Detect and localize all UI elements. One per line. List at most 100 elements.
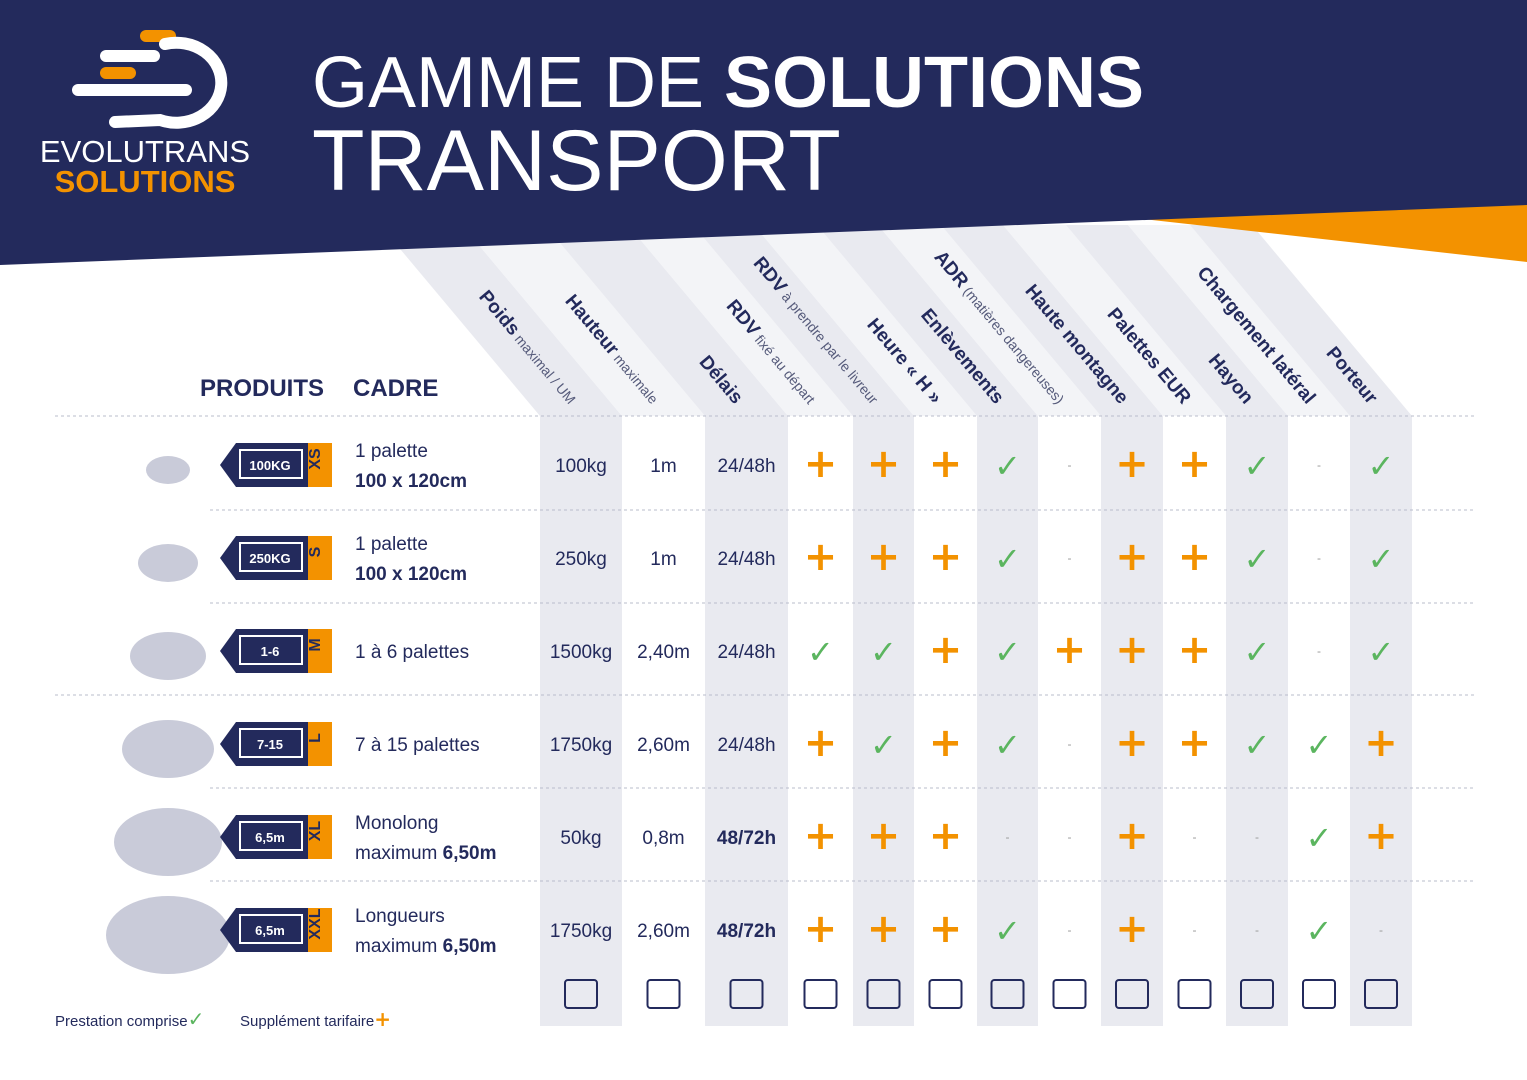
tag-outline <box>239 635 303 665</box>
column-icon <box>1052 979 1087 1009</box>
column-icon <box>1240 979 1274 1009</box>
cell-supplement: + <box>1115 720 1149 766</box>
legend-item: Supplément tarifaire+ <box>240 1007 391 1031</box>
cell-supplement: + <box>804 720 838 766</box>
header-stripe <box>380 225 622 416</box>
cell-none: - <box>1068 830 1072 844</box>
cell-value: 24/48h <box>717 735 775 756</box>
cell-value: 2,60m <box>637 921 690 942</box>
cell-supplement: + <box>1115 906 1149 952</box>
column-stripe <box>1226 416 1288 1026</box>
column-stripe <box>853 416 914 1026</box>
cell-supplement: + <box>867 906 901 952</box>
tag-outline <box>239 914 303 944</box>
cell-supplement: + <box>1178 627 1212 673</box>
tag-outline <box>239 542 303 572</box>
tag-label: 100KG <box>249 458 290 473</box>
frame-text: 6,50m <box>443 843 497 864</box>
cell-included: ✓ <box>994 447 1021 485</box>
cell-value: 1750kg <box>550 921 612 942</box>
cell-included: ✓ <box>1244 447 1271 485</box>
cell-none: - <box>1379 923 1383 937</box>
column-icon <box>646 979 681 1009</box>
legend-text: Supplément tarifaire <box>240 1013 374 1030</box>
cell-included: ✓ <box>1368 540 1395 578</box>
column-icon <box>990 979 1025 1009</box>
frame-text: maximum <box>355 936 443 957</box>
column-icon <box>928 979 963 1009</box>
logo-curve <box>109 36 228 129</box>
tag-outline <box>239 449 303 479</box>
cell-supplement: + <box>929 906 963 952</box>
cell-supplement: + <box>929 534 963 580</box>
cell-none: - <box>1317 551 1321 565</box>
cell-none: - <box>1068 737 1072 751</box>
cell-none: - <box>1317 458 1321 472</box>
frame-line: Monolong <box>355 813 438 834</box>
cell-included: ✓ <box>1244 540 1271 578</box>
column-icon <box>564 979 598 1009</box>
cell-value: 1500kg <box>550 642 612 663</box>
animal-silhouette <box>146 456 190 484</box>
column-icon <box>1115 979 1149 1009</box>
column-stripe <box>977 416 1038 1026</box>
animal-silhouette <box>122 720 214 778</box>
frame-line: Longueurs <box>355 906 445 927</box>
size-tag <box>220 629 308 673</box>
frame-line: 7 à 15 palettes <box>355 735 480 756</box>
tag-label: 7-15 <box>257 737 283 752</box>
column-stripe <box>705 416 788 1026</box>
header-stripe <box>545 225 788 416</box>
cell-included: ✓ <box>1244 726 1271 764</box>
cell-value: 48/72h <box>717 828 776 849</box>
column-stripes <box>380 225 1412 1026</box>
cell-value: 100kg <box>555 456 607 477</box>
frame-text: 1 à 6 palettes <box>355 642 469 663</box>
column-stripe <box>1350 416 1412 1026</box>
cell-supplement: + <box>1178 441 1212 487</box>
cell-included: ✓ <box>1244 633 1271 671</box>
logo-bar <box>72 84 192 96</box>
logo-line2: SOLUTIONS <box>55 164 236 199</box>
cell-supplement: + <box>1115 534 1149 580</box>
cell-value: 2,40m <box>637 642 690 663</box>
animal-silhouette <box>114 808 222 876</box>
legend-symbol: + <box>374 1007 391 1031</box>
frame-text: Longueurs <box>355 906 445 927</box>
frame-line: 100 x 120cm <box>355 471 467 492</box>
cell-included: ✓ <box>1306 819 1333 857</box>
cell-value: 250kg <box>555 549 607 570</box>
size-label: XXL <box>307 908 324 939</box>
frame-text: 6,50m <box>443 936 497 957</box>
header-stripe <box>693 225 914 416</box>
cell-supplement: + <box>929 813 963 859</box>
logo-bar <box>100 67 136 79</box>
header-stripe <box>628 225 853 416</box>
cell-included: ✓ <box>807 633 834 671</box>
column-icon <box>803 979 838 1009</box>
cell-value: 2,60m <box>637 735 690 756</box>
cell-value: 1m <box>650 549 676 570</box>
cell-supplement: + <box>1178 720 1212 766</box>
size-tag-accent <box>308 536 332 580</box>
cell-value: 24/48h <box>717 549 775 570</box>
title-bold: SOLUTIONS <box>724 43 1144 123</box>
frame-line: maximum 6,50m <box>355 936 497 957</box>
header-stripe <box>878 225 1101 416</box>
column-icon <box>1177 979 1212 1009</box>
frame-line: 1 palette <box>355 534 428 555</box>
frame-line: maximum 6,50m <box>355 843 497 864</box>
size-label: XL <box>307 821 324 842</box>
cell-supplement: + <box>929 441 963 487</box>
cell-supplement: + <box>1053 627 1087 673</box>
cell-included: ✓ <box>1306 912 1333 950</box>
legend-text: Prestation comprise <box>55 1013 188 1030</box>
frame-line: 1 à 6 palettes <box>355 642 469 663</box>
cell-supplement: + <box>1115 813 1149 859</box>
cell-none: - <box>1193 923 1197 937</box>
cell-supplement: + <box>1115 441 1149 487</box>
column-stripe <box>1101 416 1163 1026</box>
size-label: M <box>307 638 324 651</box>
cell-supplement: + <box>1115 627 1149 673</box>
